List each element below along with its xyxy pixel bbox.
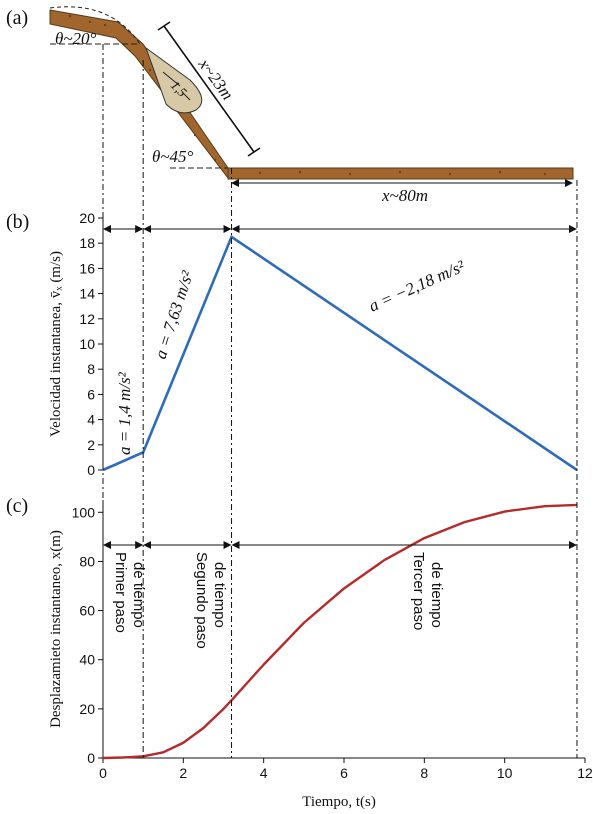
displacement-x-tick-label: 8 [420, 765, 428, 781]
displacement-x-tick-label: 0 [99, 765, 107, 781]
displacement-chart: 0 20 40 60 80 100 0 2 4 6 8 10 12 Desplazamieto insta… [48, 500, 593, 810]
displacement-y-tick-label: 100 [72, 504, 96, 520]
debris-marker-2 [181, 91, 191, 101]
velocity-y-tick-label: 20 [79, 210, 95, 226]
panel-label-c: (c) [6, 495, 28, 517]
panel-label-a: (a) [6, 7, 28, 29]
accel-annotation-2: a = 7,63 m/s² [151, 268, 198, 361]
displacement-y-axis-label: Desplazamieto instantaneo, x(m) [48, 530, 64, 728]
displacement-x-tick-label: 6 [340, 765, 348, 781]
phase-label-line2: de tiempo [211, 562, 228, 628]
ground-flat [227, 167, 574, 180]
displacement-x-tick-label: 2 [179, 765, 187, 781]
velocity-y-axis-label: Velocidad instantanea, v̄ₓ (m/s) [48, 251, 64, 437]
displacement-y-tick-label: 20 [79, 701, 95, 717]
velocity-y-tick-label: 12 [79, 311, 95, 327]
displacement-x-tick-label: 4 [260, 765, 268, 781]
slope-diagram: 1,5 θ~20° θ~45° x~23m x~80m [49, 6, 574, 205]
displacement-y-tick-label: 40 [79, 652, 95, 668]
phase-label: Primer paso de tiempo [112, 552, 147, 633]
phase-label-line1: Primer paso [112, 552, 129, 633]
accel-annotation-3: a = −2,18 m/s² [366, 256, 468, 315]
accel-annotation-1: a = 1,4 m/s² [115, 371, 134, 455]
displacement-y-tick-label: 0 [87, 750, 95, 766]
ground-texture [68, 14, 547, 176]
x-axis-label: Tiempo, t(s) [302, 794, 376, 810]
displacement-x-tick-label: 10 [497, 765, 513, 781]
phase-guides [102, 44, 578, 758]
slope-length-line [163, 25, 255, 153]
phase-label-line1: Segundo paso [193, 552, 210, 649]
phase-label-line2: de tiempo [428, 562, 445, 628]
debris-marker [162, 71, 181, 87]
angle-bottom-label: θ~45° [152, 147, 194, 166]
source-curve [49, 6, 141, 45]
displacement-y-tick-label: 60 [79, 603, 95, 619]
velocity-y-tick-label: 18 [79, 235, 95, 251]
velocity-y-tick-label: 8 [87, 361, 95, 377]
velocity-y-tick-label: 6 [87, 386, 95, 402]
displacement-x-tick-label: 12 [577, 765, 593, 781]
phase-label: Segundo paso de tiempo [193, 552, 228, 649]
panel-label-b: (b) [6, 211, 29, 233]
velocity-y-tick-label: 10 [79, 336, 95, 352]
velocity-chart: 0 2 4 6 8 10 12 14 16 18 20 Velocidad instantanea, … [48, 210, 578, 478]
velocity-y-tick-label: 0 [87, 462, 95, 478]
displacement-series-line [102, 503, 578, 760]
velocity-y-tick-label: 2 [87, 437, 95, 453]
angle-top-label: θ~20° [55, 29, 97, 48]
velocity-series-line [102, 234, 578, 472]
phase-label-line1: Tercer paso [410, 552, 427, 630]
phase-label: Tercer paso de tiempo [410, 552, 445, 630]
velocity-y-tick-label: 4 [87, 412, 95, 428]
phase-label-line2: de tiempo [130, 562, 147, 628]
slope-length-cap-bottom [247, 147, 261, 157]
velocity-y-tick-label: 14 [79, 286, 95, 302]
velocity-y-tick-label: 16 [79, 260, 95, 276]
slope-length-cap-top [157, 21, 171, 31]
displacement-y-tick-label: 80 [79, 553, 95, 569]
flat-length-label: x~80m [381, 186, 428, 205]
